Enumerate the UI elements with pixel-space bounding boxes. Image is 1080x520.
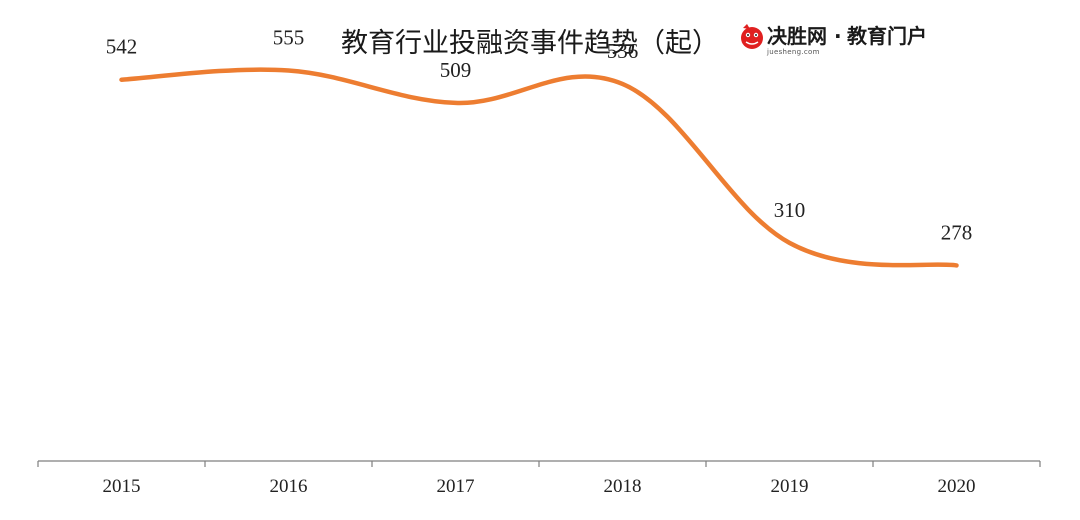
series-line: [119, 67, 959, 268]
x-tick-label-2019: 2019: [771, 476, 809, 497]
x-axis: 2015 2016 2017 2018 2019 2020: [37, 460, 1041, 497]
x-tick-label-2016: 2016: [270, 476, 308, 497]
data-label-2020: 278: [941, 220, 973, 244]
data-label-2017: 509: [440, 58, 472, 82]
brand-name: 决胜网: [767, 24, 827, 48]
x-tick-label-2020: 2020: [938, 476, 976, 497]
data-labels: 542 555 509 536 310 278: [106, 26, 973, 245]
brand-section: 教育门户: [847, 24, 927, 48]
mascot-icon: [741, 24, 763, 49]
data-label-2015: 542: [106, 35, 138, 59]
series-line-group: [119, 67, 959, 268]
data-label-2018: 536: [607, 39, 639, 63]
brand-logo: 决胜网 · 教育门户 juesheng.com: [741, 24, 927, 56]
brand-separator: ·: [834, 24, 842, 48]
x-tick-label-2017: 2017: [437, 476, 475, 497]
x-tick-label-2018: 2018: [604, 476, 642, 497]
x-tick-label-2015: 2015: [103, 476, 141, 497]
data-label-2016: 555: [273, 26, 305, 50]
data-label-2019: 310: [774, 198, 806, 222]
brand-domain: juesheng.com: [766, 48, 820, 56]
chart-title: 教育行业投融资事件趋势（起）: [341, 28, 719, 59]
